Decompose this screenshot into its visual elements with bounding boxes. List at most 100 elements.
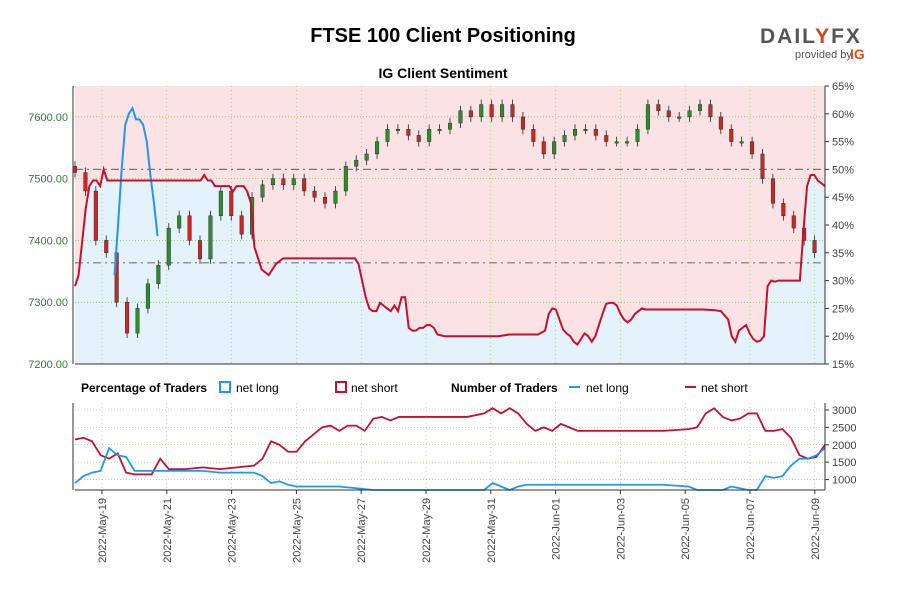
logo-ig: IG <box>850 46 865 62</box>
candle-body <box>479 104 484 118</box>
candle-body <box>489 104 494 118</box>
candle-body <box>208 215 213 260</box>
candle-body <box>72 166 77 173</box>
candle-body <box>354 159 359 167</box>
num-tick-label: 2000 <box>832 440 856 452</box>
candle-body <box>687 110 692 118</box>
candle-body <box>500 104 505 118</box>
candle-body <box>260 184 265 198</box>
candle-body <box>645 104 650 130</box>
candle-body <box>583 129 588 131</box>
candle-body <box>104 240 109 253</box>
logo-dail: DAIL <box>760 25 815 48</box>
net-short-pct-line <box>74 165 826 346</box>
date-tick-label: 2022-May-27 <box>356 498 368 563</box>
date-tick-label: 2022-May-29 <box>421 498 433 563</box>
pct-tick-label: 25% <box>832 303 854 315</box>
chart-title: FTSE 100 Client Positioning <box>310 25 576 47</box>
legend-num-long-label: net long <box>586 381 629 395</box>
candle-body <box>614 141 619 144</box>
price-tick-label: 7400.00 <box>28 235 68 247</box>
dailyfx-logo: DAILYFX provided by IG <box>760 25 865 62</box>
logo-y: Y <box>815 25 831 48</box>
candle-body <box>729 129 734 142</box>
net-long-pct-line <box>113 105 159 276</box>
price-tick-label: 7200.00 <box>28 359 68 371</box>
candle-body <box>333 190 338 204</box>
sentiment-panel: 7200.00 7300.00 7400.00 7500.00 7600.00 15% 20… <box>28 81 854 371</box>
candle-body <box>698 104 703 111</box>
legend-num-short-label: net short <box>701 381 748 395</box>
candle-body <box>364 153 369 161</box>
candle-body <box>520 116 525 130</box>
legend-pct-long-swatch <box>219 381 231 393</box>
candle-body <box>770 178 775 204</box>
candle-body <box>562 135 567 142</box>
pct-tick-label: 60% <box>832 109 854 121</box>
price-tick-label: 7500.00 <box>28 174 68 186</box>
pct-tick-label: 65% <box>832 81 854 93</box>
candle-body <box>343 166 348 192</box>
candle-body <box>625 141 630 144</box>
pct-tick-label: 55% <box>832 137 854 149</box>
logo-provided-by: provided by <box>795 49 852 61</box>
candle-body <box>239 215 244 235</box>
candle-body <box>302 178 307 192</box>
short-area <box>75 86 825 345</box>
candle-body <box>156 264 161 284</box>
candle-body <box>416 135 421 142</box>
candle-body <box>541 141 546 155</box>
candle-body <box>291 178 296 186</box>
candle-body <box>145 283 150 309</box>
candle-body <box>791 215 796 229</box>
pct-tick-label: 35% <box>832 248 854 260</box>
pct-tick-label: 20% <box>832 331 854 343</box>
date-tick-label: 2022-May-25 <box>291 498 303 563</box>
candle-body <box>739 141 744 144</box>
candle-body <box>635 129 640 142</box>
long-area <box>75 169 825 364</box>
candle-body <box>677 116 682 119</box>
candle-body <box>552 141 557 155</box>
svg-text:DAILYFX: DAILYFX <box>760 25 862 48</box>
num-tick-label: 3000 <box>832 405 856 417</box>
pct-tick-label: 50% <box>832 164 854 176</box>
candle-body <box>760 153 765 179</box>
candle-body <box>135 308 140 334</box>
date-tick-label: 2022-Jun-01 <box>551 498 563 560</box>
candle-body <box>187 215 192 241</box>
date-tick-label: 2022-Jun-07 <box>745 498 757 560</box>
candle-body <box>229 190 234 216</box>
candle-body <box>708 104 713 118</box>
date-tick-label: 2022-May-21 <box>162 498 174 563</box>
candle-body <box>781 203 786 216</box>
candle-body <box>281 178 286 186</box>
chart-subtitle: IG Client Sentiment <box>378 65 507 81</box>
candle-body <box>573 129 578 136</box>
candle-body <box>531 129 536 142</box>
candle-body <box>468 110 473 118</box>
candle-body <box>270 178 275 186</box>
candle-body <box>437 129 442 131</box>
num-tick-label: 1000 <box>832 475 856 487</box>
candle-body <box>593 129 598 136</box>
price-tick-label: 7600.00 <box>28 112 68 124</box>
candle-body <box>83 172 88 192</box>
legend-pct-title: Percentage of Traders <box>81 381 207 395</box>
candle-body <box>385 129 390 142</box>
net-short-count-line <box>74 407 826 476</box>
candle-body <box>177 215 182 229</box>
candle-body <box>458 110 463 124</box>
legend-pct-long-label: net long <box>236 381 279 395</box>
legend-pct-short-swatch <box>335 381 347 393</box>
num-tick-label: 2500 <box>832 422 856 434</box>
traders-panel: 1000 1500 2000 2500 3000 <box>72 403 856 491</box>
date-tick-label: 2022-May-19 <box>97 498 109 563</box>
candle-body <box>197 240 202 260</box>
candle-body <box>604 135 609 142</box>
candle-body <box>125 302 130 334</box>
candle-body <box>375 141 380 155</box>
candle-body <box>166 227 171 266</box>
candle-body <box>323 196 328 204</box>
